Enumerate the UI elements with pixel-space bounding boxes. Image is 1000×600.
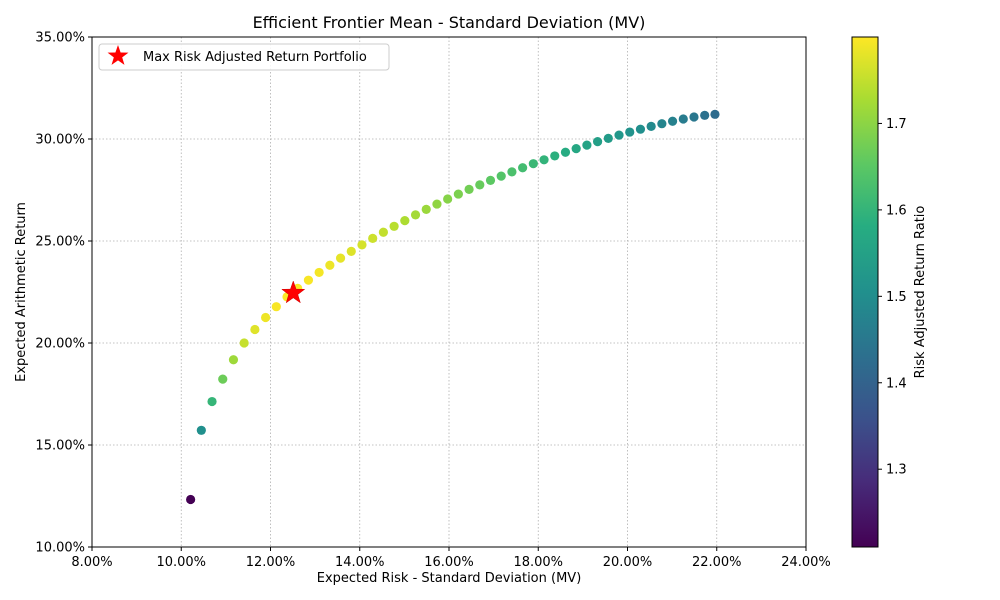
y-tick-label: 20.00%: [35, 337, 85, 352]
frontier-point: [260, 312, 271, 323]
frontier-point: [346, 246, 356, 257]
x-tick-label: 12.00%: [246, 555, 296, 570]
frontier-point: [303, 275, 314, 285]
x-tick-label: 24.00%: [781, 555, 831, 570]
x-tick-label: 14.00%: [335, 555, 385, 570]
x-tick-label: 8.00%: [71, 555, 112, 570]
frontier-point: [421, 204, 431, 214]
frontier-point: [603, 133, 613, 143]
frontier-point: [496, 171, 506, 181]
x-tick-label: 10.00%: [156, 555, 206, 570]
frontier-point: [560, 147, 571, 157]
legend-star-shape: [107, 45, 129, 65]
frontier-point: [207, 396, 217, 407]
frontier-point: [475, 180, 485, 190]
colorbar-label: Risk Adjusted Return Ratio: [913, 206, 928, 379]
frontier-point: [582, 140, 592, 150]
frontier-point: [571, 143, 581, 154]
frontier-point: [239, 338, 249, 348]
y-axis-ticks: 10.00% 15.00% 20.00% 25.00% 30.00% 35.00%: [35, 31, 92, 556]
grid-lines: [91, 36, 807, 548]
frontier-point: [443, 194, 453, 204]
frontier-point: [400, 216, 410, 226]
frontier-point: [314, 267, 324, 278]
frontier-point: [710, 109, 720, 119]
x-axis-label: Expected Risk - Standard Deviation (MV): [317, 571, 582, 586]
frontier-point: [646, 121, 656, 131]
frontier-point: [335, 253, 346, 263]
x-tick-label: 20.00%: [603, 555, 653, 570]
frontier-point: [518, 163, 528, 173]
frontier-point: [357, 240, 367, 250]
frontier-point: [625, 127, 635, 137]
colorbar-tick-label: 1.3: [886, 463, 907, 478]
scatter-points: [186, 109, 720, 505]
frontier-point: [389, 221, 399, 231]
x-tick-label: 16.00%: [424, 555, 474, 570]
x-axis-ticks: 8.00% 10.00% 12.00% 14.00% 16.00% 18.00% 20.00…: [71, 547, 831, 570]
frontier-point: [614, 130, 624, 140]
y-axis-label: Expected Arithmetic Return: [14, 202, 29, 382]
frontier-point: [196, 425, 206, 435]
frontier-point: [485, 175, 496, 186]
y-tick-label: 30.00%: [35, 133, 85, 148]
frontier-point: [678, 114, 688, 124]
colorbar-tick-label: 1.4: [886, 376, 907, 391]
frontier-point: [218, 374, 228, 384]
frontier-point: [271, 302, 281, 312]
y-tick-label: 15.00%: [35, 439, 85, 454]
frontier-point: [593, 137, 603, 147]
frontier-point: [657, 119, 667, 129]
frontier-point: [507, 167, 517, 177]
max-portfolio-star: [281, 280, 306, 304]
legend: Max Risk Adjusted Return Portfolio: [98, 43, 390, 71]
frontier-point: [250, 324, 260, 335]
frontier-point: [228, 355, 239, 365]
colorbar: [851, 36, 879, 548]
frontier-point: [667, 116, 678, 126]
frontier-point: [368, 233, 378, 243]
frontier-point: [635, 124, 646, 134]
legend-label: Max Risk Adjusted Return Portfolio: [143, 50, 367, 65]
frontier-point: [378, 227, 389, 237]
x-tick-label: 22.00%: [692, 555, 742, 570]
colorbar-tick-label: 1.7: [886, 117, 907, 132]
plot-frame: [91, 36, 807, 548]
colorbar-tick-label: 1.6: [886, 203, 907, 218]
frontier-point: [689, 112, 699, 122]
frontier-point: [453, 189, 463, 199]
legend-box: [98, 43, 390, 71]
frontier-point: [539, 155, 549, 165]
frontier-point: [528, 159, 538, 169]
colorbar-tick-label: 1.5: [886, 290, 907, 305]
frontier-point: [432, 199, 442, 209]
y-tick-label: 35.00%: [35, 31, 85, 46]
legend-star-marker: [107, 45, 129, 65]
max-portfolio-layer: [281, 280, 306, 304]
frontier-point: [325, 260, 335, 270]
frontier-point: [410, 210, 421, 220]
x-tick-label: 18.00%: [513, 555, 563, 570]
frontier-point: [550, 151, 560, 161]
y-tick-label: 10.00%: [35, 541, 85, 556]
frontier-point: [186, 494, 196, 505]
y-tick-label: 25.00%: [35, 235, 85, 250]
frontier-point: [464, 184, 474, 194]
chart-title: Efficient Frontier Mean - Standard Devia…: [253, 13, 646, 32]
colorbar-ticks: 1.3 1.4 1.5 1.6 1.7: [878, 117, 907, 478]
frontier-point: [700, 110, 710, 120]
